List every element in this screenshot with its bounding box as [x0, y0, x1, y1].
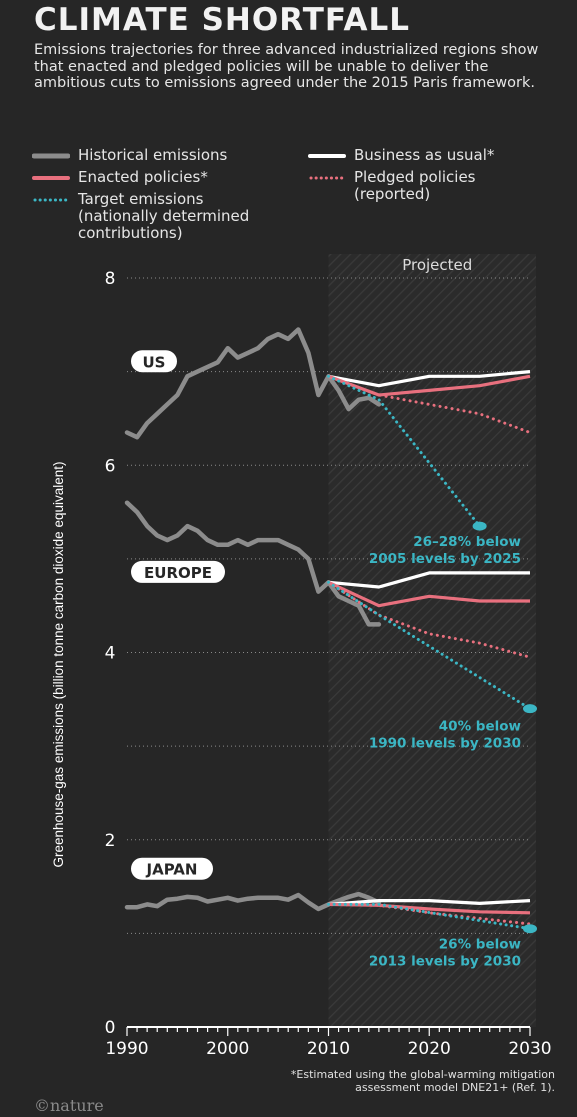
y-tick-label: 2 — [105, 831, 116, 851]
series-enacted — [327, 580, 530, 608]
region-label-pill — [131, 857, 213, 880]
y-axis-label: Greenhouse-gas emissions (billion tonne … — [51, 462, 66, 868]
legend-label-bau: Business as usual* — [354, 146, 495, 164]
region-europe: EUROPE 40% below 1990 levels by 2030 — [124, 500, 537, 752]
chart-subtitle: Emissions trajectories for three advance… — [34, 42, 539, 91]
x-tick-label: 2030 — [508, 1039, 551, 1059]
y-tick-label: 6 — [105, 456, 116, 476]
legend-label-pledged: Pledged policies (reported) — [354, 168, 476, 203]
y-tick-label: 8 — [105, 269, 116, 289]
series-historical — [124, 327, 382, 440]
nature-credit: ©nature — [34, 1096, 104, 1115]
series-historical — [124, 500, 382, 627]
legend-item-target: Target emissions (nationally determined … — [32, 191, 249, 242]
series-bau — [328, 899, 531, 906]
series-historical — [124, 891, 382, 912]
target-endpoint — [523, 704, 537, 714]
legend-swatch-target — [33, 198, 70, 202]
series-target — [327, 902, 532, 931]
legend-label-enacted: Enacted policies* — [78, 168, 208, 186]
region-japan: JAPAN 26% below 2013 levels by 2030 — [124, 857, 537, 970]
legend-label-historical: Historical emissions — [78, 146, 228, 164]
region-label-pill — [131, 560, 225, 583]
series-bau — [328, 571, 530, 589]
x-tick-label: 2000 — [206, 1039, 249, 1059]
legend-swatch-bau — [308, 154, 346, 158]
legend-label-target: Target emissions (nationally determined … — [78, 190, 250, 242]
chart-title: CLIMATE SHORTFALL — [34, 2, 410, 38]
legend-item-pledged: Pledged policies (reported) — [308, 169, 476, 203]
target-endpoint — [523, 924, 537, 934]
region-label: US — [143, 353, 166, 371]
projected-label: Projected — [402, 256, 472, 274]
region-label: JAPAN — [146, 861, 198, 879]
region-label: EUROPE — [144, 564, 212, 582]
series-target — [327, 580, 532, 711]
target-endpoint — [472, 521, 487, 531]
legend-item-enacted: Enacted policies* — [32, 169, 208, 186]
legend-item-bau: Business as usual* — [308, 147, 494, 164]
y-tick-label: 0 — [105, 1018, 116, 1038]
series-target — [327, 374, 482, 528]
legend-swatch-pledged — [309, 176, 346, 180]
series-bau — [328, 370, 531, 388]
x-tick-label: 1990 — [105, 1039, 148, 1059]
target-annotation: 26% below 2013 levels by 2030 — [369, 937, 521, 970]
x-tick-label: 2020 — [408, 1039, 451, 1059]
legend-swatch-historical — [32, 153, 70, 159]
legend-item-historical: Historical emissions — [32, 147, 227, 164]
region-label-pill — [131, 350, 177, 373]
target-annotation: 40% below 1990 levels by 2030 — [369, 719, 521, 752]
legend-swatch-enacted — [32, 176, 70, 180]
series-pledged — [327, 580, 532, 659]
footnote: *Estimated using the global-warming miti… — [290, 1068, 555, 1094]
region-us: US 26–28% below 2005 levels by 2025 — [124, 327, 532, 567]
series-enacted — [327, 374, 531, 397]
y-tick-label: 4 — [105, 644, 116, 664]
x-tick-label: 2010 — [307, 1039, 350, 1059]
target-annotation: 26–28% below 2005 levels by 2025 — [369, 534, 521, 567]
